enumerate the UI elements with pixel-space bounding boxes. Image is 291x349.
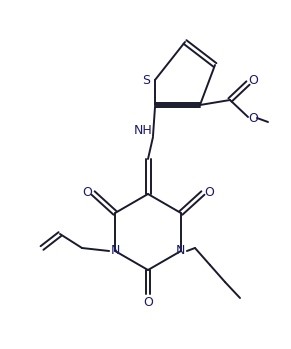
Text: O: O — [204, 186, 214, 199]
Text: O: O — [248, 74, 258, 87]
Text: O: O — [248, 112, 258, 126]
Text: O: O — [82, 186, 92, 199]
Text: NH: NH — [134, 125, 152, 138]
Text: O: O — [143, 296, 153, 309]
Text: N: N — [110, 245, 120, 258]
Text: S: S — [142, 74, 150, 87]
Text: N: N — [176, 245, 186, 258]
